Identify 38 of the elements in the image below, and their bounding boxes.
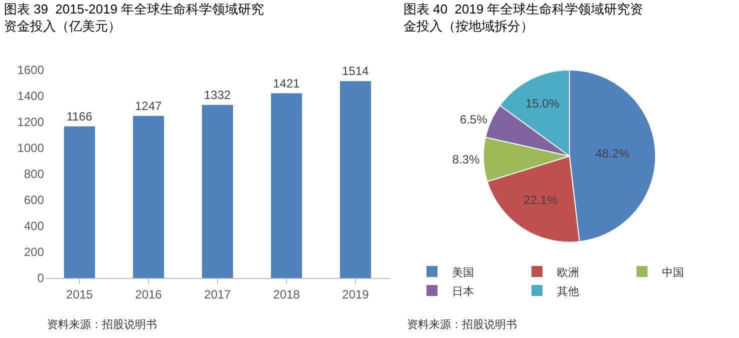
x-tick-label: 2018 bbox=[273, 287, 300, 302]
chart-title: 图表 39 2015-2019 年全球生命科学领域研究资金投入（亿美元） bbox=[4, 2, 264, 34]
data-label: 8.3% bbox=[452, 152, 480, 166]
legend-label: 中国 bbox=[662, 266, 684, 279]
y-tick-label: 1600 bbox=[17, 63, 44, 78]
x-tick-label: 2015 bbox=[66, 287, 94, 302]
bar bbox=[202, 104, 234, 278]
legend-label: 美国 bbox=[452, 266, 474, 279]
chart-title: 图表 40 2019 年全球生命科学领域研究资金投入（按地域拆分） bbox=[403, 2, 644, 34]
legend-label: 日本 bbox=[452, 284, 474, 298]
data-label: 1166 bbox=[66, 109, 93, 124]
legend-label: 其他 bbox=[557, 284, 579, 298]
x-tick-label: 2019 bbox=[342, 287, 370, 302]
bar bbox=[132, 116, 164, 278]
x-tick-label: 2016 bbox=[135, 287, 162, 302]
bar bbox=[64, 126, 96, 278]
data-label: 6.5% bbox=[460, 112, 488, 126]
data-label: 15.0% bbox=[525, 96, 560, 110]
y-tick-label: 1200 bbox=[17, 115, 44, 130]
data-label: 1421 bbox=[272, 76, 300, 90]
x-tick-label: 2017 bbox=[204, 287, 232, 302]
data-label: 1514 bbox=[342, 64, 370, 78]
y-tick-label: 200 bbox=[24, 245, 44, 260]
y-tick-label: 600 bbox=[24, 193, 44, 208]
text: 资料来源：招股说明书 bbox=[47, 318, 157, 331]
y-tick-label: 400 bbox=[24, 219, 44, 234]
bar bbox=[340, 81, 372, 278]
data-label: 1332 bbox=[204, 88, 232, 102]
y-tick-label: 1000 bbox=[17, 141, 44, 156]
data-label: 1247 bbox=[134, 98, 162, 113]
data-label: 22.1% bbox=[524, 193, 558, 208]
bar bbox=[270, 93, 302, 278]
y-tick-label: 0 bbox=[37, 271, 44, 286]
y-tick-label: 1400 bbox=[17, 89, 44, 104]
legend-label: 欧洲 bbox=[557, 266, 579, 279]
text: 资料来源：招股说明书 bbox=[407, 318, 517, 331]
data-label: 48.2% bbox=[595, 146, 630, 161]
y-tick-label: 800 bbox=[24, 167, 44, 182]
